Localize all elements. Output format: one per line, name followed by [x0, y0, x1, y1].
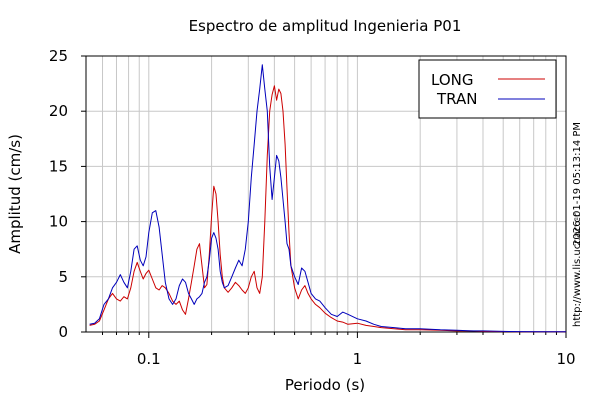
y-tick-label: 25: [49, 47, 68, 65]
series-lines: [89, 64, 567, 333]
timestamp-label: 2026-01-19 05:13:14 PM: [572, 122, 583, 246]
x-axis-title: Periodo (s): [285, 376, 365, 394]
y-tick-label: 10: [49, 213, 68, 231]
y-tick-label: 20: [49, 102, 68, 120]
legend: LONG TRAN: [418, 59, 557, 119]
x-axis-ticks: 0.1 1 10: [102, 332, 576, 368]
y-tick-label: 15: [49, 157, 68, 175]
grid-lines: [86, 56, 566, 332]
x-tick-label: 10: [556, 350, 575, 368]
y-tick-label: 5: [58, 268, 68, 286]
plot-frame: [85, 55, 567, 333]
x-tick-label: 1: [353, 350, 363, 368]
series-line-tran: [89, 64, 567, 333]
y-axis-title: Amplitud (cm/s): [6, 134, 24, 254]
y-axis-ticks: 0 5 10 15 20 25: [49, 47, 86, 341]
chart-title: Espectro de amplitud Ingenieria P01: [189, 17, 462, 35]
legend-box: [418, 59, 557, 119]
legend-label-tran: TRAN: [436, 90, 477, 108]
series-line-long: [89, 85, 566, 333]
legend-label-long: LONG: [431, 71, 473, 89]
source-url-label: http://www.lis.ucr.ac.cr: [572, 212, 583, 327]
y-tick-label: 0: [58, 323, 68, 341]
x-tick-label: 0.1: [137, 350, 161, 368]
